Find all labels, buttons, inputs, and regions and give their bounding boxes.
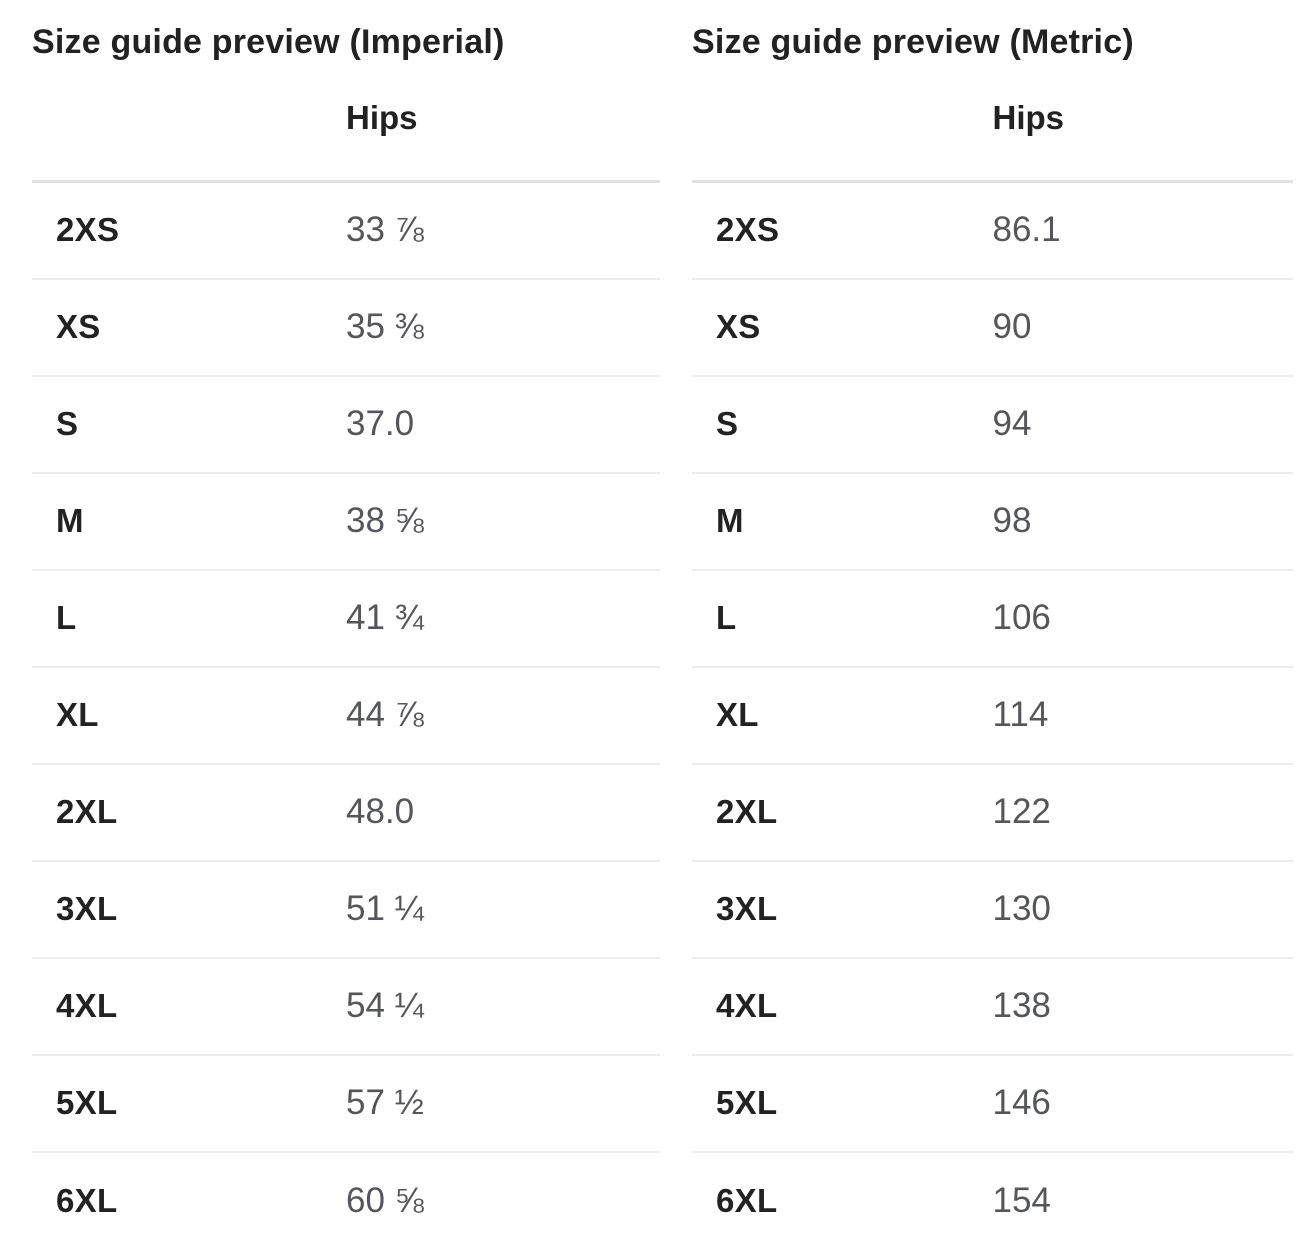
size-label: 2XL — [32, 762, 346, 861]
table-row: 2XS 86.1 — [692, 182, 1293, 279]
table-row: L 41 ¾ — [32, 568, 660, 667]
size-label: 6XL — [32, 1150, 346, 1249]
hips-value: 60 ⅝ — [346, 1150, 660, 1249]
table-row: 6XL 60 ⅝ — [32, 1150, 660, 1249]
table-row: L 106 — [692, 568, 1293, 667]
size-label: M — [692, 471, 993, 570]
table-row: 2XL 48.0 — [32, 762, 660, 861]
hips-value: 138 — [992, 956, 1293, 1055]
size-label: 6XL — [692, 1150, 993, 1249]
hips-value: 130 — [992, 859, 1293, 958]
hips-value: 38 ⅝ — [346, 471, 660, 570]
size-label: 3XL — [692, 859, 993, 958]
metric-panel-title: Size guide preview (Metric) — [692, 23, 1134, 61]
size-label: 4XL — [32, 956, 346, 1055]
hips-value: 114 — [992, 665, 1293, 764]
imperial-panel-title: Size guide preview (Imperial) — [32, 23, 505, 61]
hips-value: 57 ½ — [346, 1053, 660, 1152]
size-label: 4XL — [692, 956, 993, 1055]
hips-value: 35 ⅜ — [346, 277, 660, 376]
table-row: 4XL 54 ¼ — [32, 956, 660, 1055]
size-label: 5XL — [32, 1053, 346, 1152]
imperial-size-guide-panel: Size guide preview (Imperial) Hips 2XS 3… — [32, 22, 660, 1249]
hips-value: 86.1 — [992, 210, 1061, 250]
table-row: XL 114 — [692, 665, 1293, 764]
hips-value: 54 ¼ — [346, 956, 660, 1055]
table-row: XS 90 — [692, 277, 1293, 376]
size-label: 5XL — [692, 1053, 993, 1152]
table-row: XL 44 ⅞ — [32, 665, 660, 764]
size-label: XS — [692, 277, 993, 376]
size-label: XL — [32, 665, 346, 764]
imperial-size-table: 2XS 33 ⅞ XS 35 ⅜ S 37.0 M — [32, 180, 660, 1249]
hips-value: 33 ⅞ — [346, 210, 424, 250]
size-label: S — [32, 374, 346, 473]
hips-value: 37.0 — [346, 374, 660, 473]
hips-value: 48.0 — [346, 762, 660, 861]
size-label: M — [32, 471, 346, 570]
hips-value: 51 ¼ — [346, 859, 660, 958]
hips-value: 90 — [992, 277, 1293, 376]
hips-value: 154 — [992, 1150, 1293, 1249]
table-row: 3XL 130 — [692, 859, 1293, 958]
size-label: S — [692, 374, 993, 473]
table-row: M 98 — [692, 471, 1293, 570]
table-row: 2XS 33 ⅞ — [32, 182, 660, 279]
table-row: XS 35 ⅜ — [32, 277, 660, 376]
metric-size-table: 2XS 86.1 XS 90 S 94 M 9 — [692, 180, 1293, 1249]
size-label: 2XS — [56, 211, 120, 249]
table-row: 3XL 51 ¼ — [32, 859, 660, 958]
table-row: S 94 — [692, 374, 1293, 473]
size-label: XS — [32, 277, 346, 376]
table-row: 4XL 138 — [692, 956, 1293, 1055]
imperial-hips-column-header: Hips — [346, 99, 418, 136]
hips-value: 94 — [992, 374, 1293, 473]
size-label: L — [692, 568, 993, 667]
hips-value: 146 — [992, 1053, 1293, 1152]
hips-value: 122 — [992, 762, 1293, 861]
table-row: S 37.0 — [32, 374, 660, 473]
table-row: 2XL 122 — [692, 762, 1293, 861]
hips-value: 41 ¾ — [346, 568, 660, 667]
size-label: 3XL — [32, 859, 346, 958]
table-row: M 38 ⅝ — [32, 471, 660, 570]
table-row: 5XL 146 — [692, 1053, 1293, 1152]
metric-size-guide-panel: Size guide preview (Metric) Hips 2XS 86.… — [692, 22, 1293, 1249]
size-label: L — [32, 568, 346, 667]
metric-hips-column-header: Hips — [992, 99, 1065, 136]
size-label: 2XL — [692, 762, 993, 861]
hips-value: 106 — [992, 568, 1293, 667]
size-label: XL — [692, 665, 993, 764]
size-label: 2XS — [716, 211, 780, 249]
hips-value: 98 — [992, 471, 1293, 570]
table-row: 6XL 154 — [692, 1150, 1293, 1249]
hips-value: 44 ⅞ — [346, 665, 660, 764]
table-row: 5XL 57 ½ — [32, 1053, 660, 1152]
